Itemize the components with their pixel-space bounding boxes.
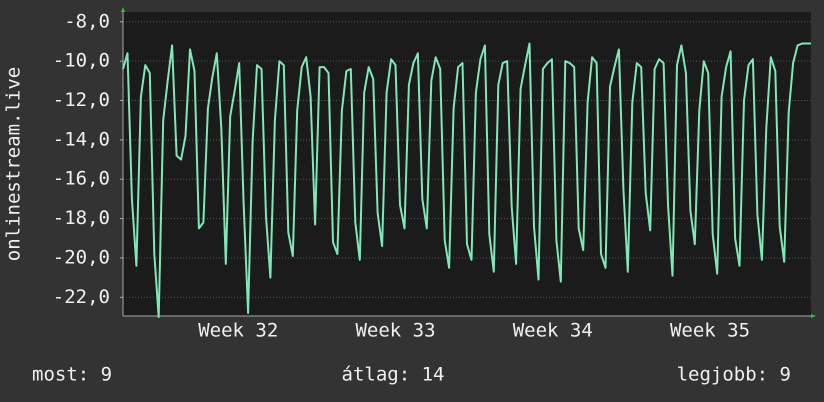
y-axis-arrow <box>121 7 125 12</box>
y-tick-label: -12,0 <box>53 89 110 111</box>
x-tick-label: Week 34 <box>513 320 593 342</box>
y-tick-label: -20,0 <box>53 246 110 268</box>
y-tick-label: -22,0 <box>53 286 110 308</box>
y-tick-label: -14,0 <box>53 128 110 150</box>
x-tick-label: Week 35 <box>670 320 750 342</box>
y-tick-label: -18,0 <box>53 207 110 229</box>
y-tick-label: -10,0 <box>53 50 110 72</box>
footer-best: legjobb: 9 <box>677 364 791 386</box>
footer-current: most: 9 <box>32 364 112 386</box>
series-line <box>122 42 811 318</box>
x-axis-arrow <box>811 314 816 318</box>
y-tick-label: -8,0 <box>64 10 110 32</box>
plot-area <box>123 12 811 316</box>
y-tick-label: -16,0 <box>53 168 110 190</box>
y-axis-label: onlinestream.live <box>3 67 25 261</box>
footer-average: átlag: 14 <box>342 364 445 386</box>
x-tick-label: Week 32 <box>198 320 278 342</box>
x-tick-label: Week 33 <box>355 320 435 342</box>
